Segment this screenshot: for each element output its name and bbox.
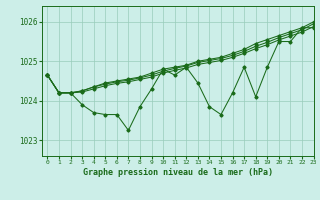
- X-axis label: Graphe pression niveau de la mer (hPa): Graphe pression niveau de la mer (hPa): [83, 168, 273, 177]
